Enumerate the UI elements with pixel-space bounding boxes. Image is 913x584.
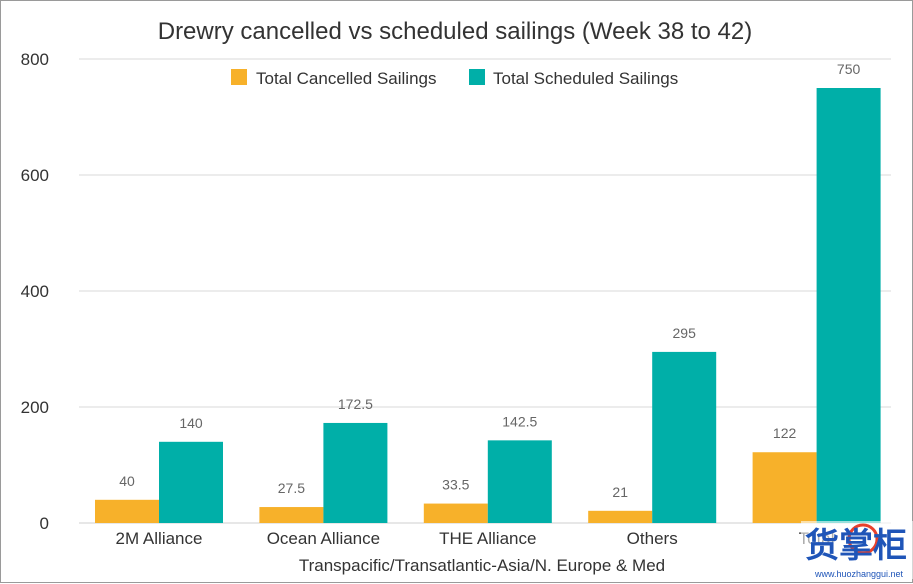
y-axis-ticks: 0 200 400 600 800 (21, 50, 49, 533)
data-label: 122 (773, 425, 797, 441)
bar-scheduled (816, 88, 881, 523)
data-label: 40 (119, 473, 135, 489)
data-label: 295 (673, 325, 697, 341)
chart-title: Drewry cancelled vs scheduled sailings (… (158, 18, 753, 45)
data-label: 21 (612, 484, 628, 500)
bar-scheduled (159, 441, 223, 523)
data-label: 142.5 (502, 413, 537, 429)
data-label: 172.5 (338, 396, 373, 412)
x-axis-title: Transpacific/Transatlantic-Asia/N. Europ… (299, 556, 665, 575)
bar-cancelled (95, 499, 159, 523)
y-tick-label: 200 (21, 398, 49, 417)
bar-cancelled (423, 503, 488, 523)
legend-swatch-scheduled (469, 69, 485, 85)
data-labels: 40 140 27.5 172.5 33.5 142.5 21 295 122 750 (119, 61, 860, 500)
data-label: 140 (179, 415, 203, 431)
bar-cancelled (588, 510, 653, 523)
y-tick-label: 600 (21, 166, 49, 185)
watermark-text: 货掌柜 (805, 527, 907, 565)
bar-scheduled (323, 422, 388, 523)
watermark-url: www.huozhanggui.net (814, 569, 904, 579)
bars (95, 88, 881, 523)
category-label: Others (627, 529, 678, 548)
legend-label-cancelled: Total Cancelled Sailings (256, 69, 437, 88)
y-tick-label: 400 (21, 282, 49, 301)
data-label: 27.5 (278, 480, 305, 496)
category-label: 2M Alliance (116, 529, 203, 548)
legend: Total Cancelled Sailings Total Scheduled… (231, 69, 678, 88)
legend-swatch-cancelled (231, 69, 247, 85)
bar-scheduled (487, 440, 552, 523)
data-label: 33.5 (442, 477, 469, 493)
category-label: Ocean Alliance (267, 529, 380, 548)
bar-scheduled (652, 351, 717, 523)
watermark-logo: 货掌柜 www.huozhanggui.net (801, 521, 913, 579)
bar-cancelled (259, 507, 324, 523)
category-label: THE Alliance (439, 529, 536, 548)
logo-circle (847, 523, 879, 555)
data-label: 750 (837, 61, 861, 77)
y-tick-label: 0 (40, 514, 49, 533)
bar-cancelled (752, 452, 817, 523)
x-axis-categories: 2M Alliance Ocean Alliance THE Alliance Oth… (116, 529, 835, 548)
legend-label-scheduled: Total Scheduled Sailings (493, 69, 678, 88)
y-tick-label: 800 (21, 50, 49, 69)
